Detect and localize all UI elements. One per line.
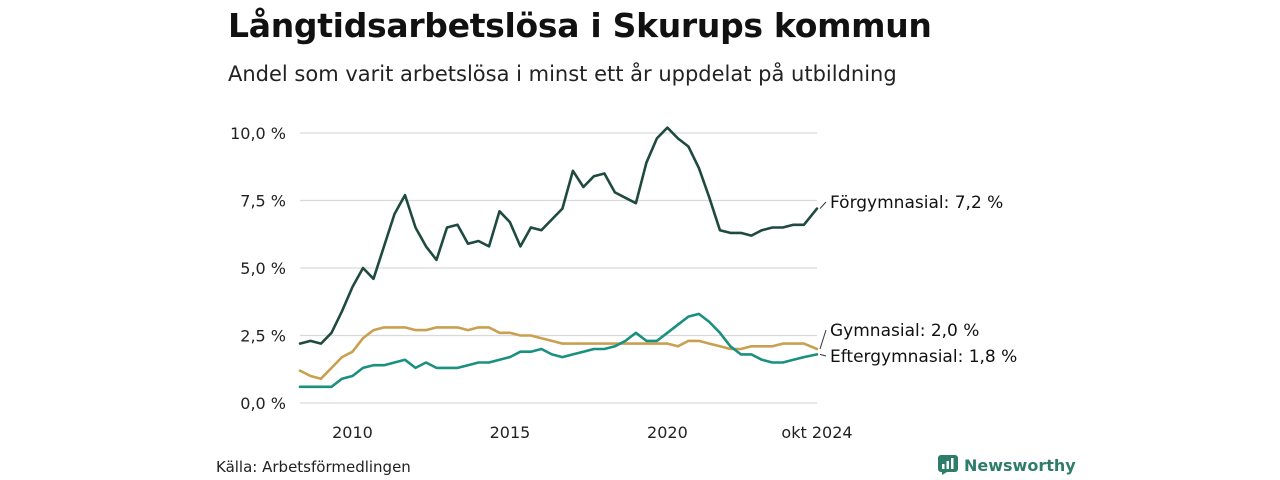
grid-lines <box>300 132 817 404</box>
y-tick-label: 5,0 % <box>240 259 286 278</box>
series-end-label: Förgymnasial: 7,2 % <box>830 193 1003 213</box>
x-tick-label: 2010 <box>332 423 373 442</box>
chart-subtitle: Andel som varit arbetslösa i minst ett å… <box>228 62 897 86</box>
end-label-connector <box>819 353 827 357</box>
y-tick-label: 7,5 % <box>240 192 286 211</box>
x-tick-label: okt 2024 <box>781 423 852 442</box>
newsworthy-logo-icon <box>938 455 958 475</box>
y-tick-label: 0,0 % <box>240 394 286 413</box>
y-tick-label: 10,0 % <box>230 124 286 143</box>
brand-logo: Newsworthy <box>938 455 1076 475</box>
series-line-eftergymnasial <box>298 312 819 389</box>
source-note: Källa: Arbetsförmedlingen <box>216 458 411 476</box>
y-tick-label: 2,5 % <box>240 327 286 346</box>
y-axis-tick-labels: 0,0 % 2,5 % 5,0 % 7,5 % 10,0 % <box>230 124 286 413</box>
series-line-förgymnasial <box>298 126 819 345</box>
brand-name: Newsworthy <box>964 455 1076 475</box>
series-lines <box>298 126 819 389</box>
chart-title: Långtidsarbetslösa i Skurups kommun <box>228 6 932 45</box>
series-line-gymnasial <box>298 326 819 380</box>
series-end-label: Gymnasial: 2,0 % <box>830 321 979 341</box>
series-end-labels: Förgymnasial: 7,2 % Gymnasial: 2,0 % Efter… <box>819 193 1017 367</box>
end-label-connector <box>819 201 827 209</box>
end-label-connector <box>819 329 827 350</box>
series-end-label: Eftergymnasial: 1,8 % <box>830 347 1017 367</box>
x-axis-tick-labels: 2010 2015 2020 okt 2024 <box>332 423 852 442</box>
x-tick-label: 2015 <box>490 423 531 442</box>
x-tick-label: 2020 <box>647 423 688 442</box>
